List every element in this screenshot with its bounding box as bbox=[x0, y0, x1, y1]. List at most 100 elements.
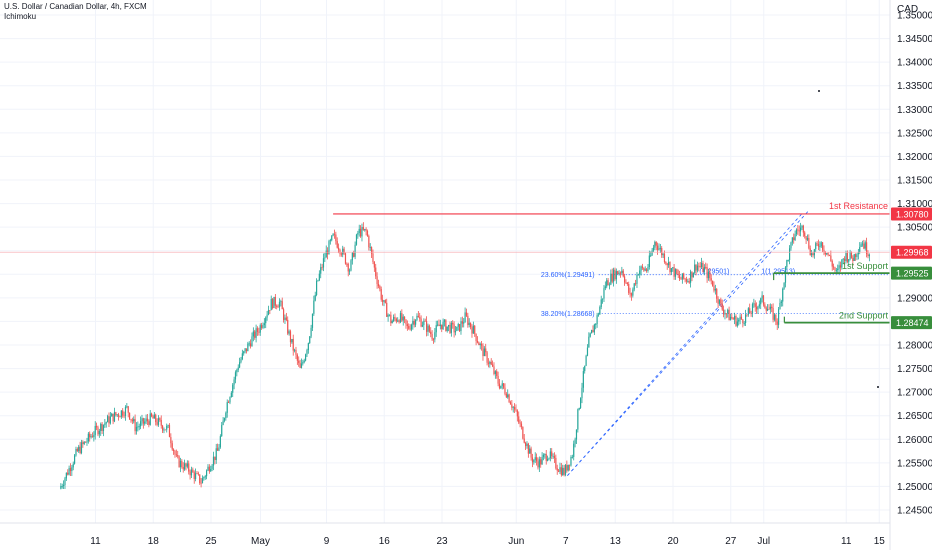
candle-body bbox=[465, 312, 468, 316]
candle-body bbox=[852, 257, 854, 262]
candle-body bbox=[107, 416, 109, 423]
candle-body bbox=[734, 316, 736, 320]
candle-body bbox=[211, 465, 213, 469]
candle-body bbox=[87, 433, 89, 442]
candle-body bbox=[258, 331, 260, 333]
candle-body bbox=[272, 298, 274, 309]
candle-body bbox=[790, 242, 792, 249]
candle-body bbox=[850, 251, 853, 258]
x-tick-label: 18 bbox=[148, 536, 160, 547]
candle-body bbox=[338, 247, 340, 250]
candle-body bbox=[296, 354, 298, 361]
candle-body bbox=[115, 412, 117, 416]
candle-body bbox=[475, 333, 477, 341]
candle-body bbox=[454, 330, 457, 333]
candle-body bbox=[712, 280, 714, 286]
candle-body bbox=[446, 326, 448, 331]
candle-body bbox=[409, 328, 411, 330]
candle-body bbox=[635, 283, 637, 285]
candle-body bbox=[758, 304, 760, 307]
y-tick-label: 1.25000 bbox=[897, 482, 932, 493]
candle-body bbox=[573, 443, 575, 457]
price-axis[interactable]: 1.35000 1.34500 1.34000 1.33500 1.33000 1.325… bbox=[897, 11, 932, 517]
candle-body bbox=[753, 303, 755, 305]
candle-body bbox=[287, 319, 289, 334]
candle-body bbox=[291, 338, 293, 343]
candle-body bbox=[735, 316, 737, 326]
candle-body bbox=[520, 423, 523, 427]
candle-body bbox=[555, 457, 557, 469]
candle-body bbox=[357, 233, 359, 235]
resistance-tag: 1.30780 bbox=[896, 209, 929, 219]
candle-body bbox=[153, 414, 155, 419]
candle-body bbox=[97, 427, 99, 435]
candle-body bbox=[729, 316, 732, 321]
candle-body bbox=[159, 418, 161, 421]
candle-body bbox=[648, 255, 650, 268]
candle-body bbox=[420, 318, 422, 327]
candle-body bbox=[794, 234, 796, 240]
candle-body bbox=[658, 248, 660, 250]
candle-body bbox=[71, 467, 73, 472]
candle-body bbox=[830, 255, 832, 262]
candle-body bbox=[654, 241, 656, 248]
candle-body bbox=[274, 296, 276, 306]
candle-body bbox=[160, 420, 162, 426]
candle-body bbox=[522, 426, 524, 439]
candle-body bbox=[581, 387, 583, 399]
candle-body bbox=[698, 265, 700, 267]
candle-body bbox=[547, 458, 549, 461]
candle-body bbox=[333, 233, 336, 235]
candle-body bbox=[811, 253, 813, 256]
candle-body bbox=[673, 267, 675, 277]
candle-body bbox=[470, 322, 472, 328]
y-tick-label: 1.34500 bbox=[897, 34, 932, 45]
candle-body bbox=[135, 426, 138, 432]
candle-body bbox=[603, 288, 605, 299]
candle-body bbox=[309, 336, 311, 344]
candle-body bbox=[347, 263, 349, 272]
candle-body bbox=[756, 306, 758, 310]
candle-body bbox=[401, 313, 403, 321]
candle-body bbox=[185, 463, 187, 467]
candle-body bbox=[531, 457, 534, 463]
candle-body bbox=[350, 260, 352, 271]
candle-body bbox=[195, 473, 197, 479]
candle-body bbox=[295, 349, 297, 355]
candle-body bbox=[822, 242, 824, 250]
candle-body bbox=[674, 269, 677, 277]
candle-body bbox=[156, 422, 158, 425]
candle-body bbox=[486, 352, 488, 363]
candle-body bbox=[167, 425, 169, 426]
candle-body bbox=[149, 413, 151, 425]
candle-body bbox=[416, 315, 418, 320]
candle-body bbox=[516, 410, 518, 417]
time-axis[interactable]: 11 18 25 May 9 16 23 Jun 7 13 20 27 Jul 11 15 bbox=[90, 536, 885, 547]
candle-body bbox=[83, 441, 85, 444]
candle-body bbox=[217, 448, 219, 451]
y-tick-label: 1.32500 bbox=[897, 128, 932, 139]
candle-body bbox=[96, 425, 98, 428]
candle-body bbox=[64, 478, 66, 485]
candle-body bbox=[108, 416, 110, 424]
candle-body bbox=[468, 322, 470, 325]
candle-body bbox=[784, 267, 787, 283]
candle-body bbox=[184, 463, 186, 470]
candle-body bbox=[122, 410, 124, 416]
candle-body bbox=[666, 263, 668, 266]
candle-body bbox=[137, 426, 139, 428]
y-tick-label: 1.28000 bbox=[897, 341, 932, 352]
candle-body bbox=[701, 262, 703, 267]
candle-body bbox=[688, 281, 690, 283]
candle-body bbox=[442, 321, 444, 330]
candle-body bbox=[633, 283, 635, 290]
candle-body bbox=[600, 299, 602, 307]
candle-body bbox=[186, 463, 188, 467]
candle-body bbox=[808, 237, 810, 249]
candle-body bbox=[112, 413, 114, 422]
candle-body bbox=[221, 425, 223, 437]
candle-body bbox=[591, 330, 593, 334]
candle-body bbox=[646, 269, 648, 271]
candle-body bbox=[738, 319, 740, 322]
